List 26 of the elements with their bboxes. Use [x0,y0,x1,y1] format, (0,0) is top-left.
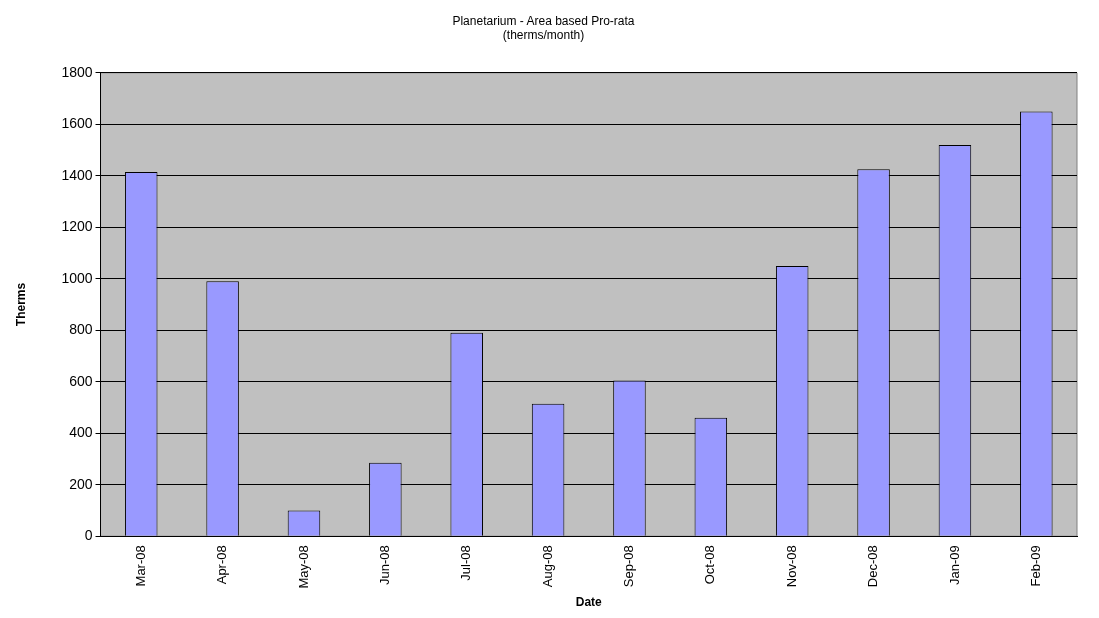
chart-subtitle: (therms/month) [502,27,585,42]
x-tick-label: Feb-09 [1027,545,1043,587]
y-tick-label: 1000 [61,269,93,286]
x-tick-label: Nov-08 [783,545,799,588]
x-axis-title: Date [575,595,603,610]
y-tick-label: 600 [69,372,93,389]
x-tick-label: Sep-08 [621,545,637,588]
x-tick-label: Aug-08 [539,545,555,588]
y-tick-label: 0 [84,527,93,544]
x-tick-label: Dec-08 [865,545,881,588]
y-tick-label: 400 [69,424,93,441]
chart-title: Planetarium - Area based Pro-rata [452,13,635,28]
x-tick-label: Jul-08 [458,545,474,581]
x-tick-label: Oct-08 [702,545,718,585]
y-tick-label: 800 [69,321,93,338]
x-tick-label: Apr-08 [214,545,230,585]
y-tick-label: 1200 [61,218,93,235]
y-tick-label: 1800 [61,63,93,80]
x-tick-label: Jun-08 [376,545,392,585]
y-axis-title: Therms [13,282,28,327]
x-tick-label: May-08 [295,545,311,589]
x-tick-label: Jan-09 [946,545,962,585]
y-tick-label: 200 [69,475,93,492]
y-tick-label: 1600 [61,115,93,132]
y-tick-label: 1400 [61,166,93,183]
x-tick-label: Mar-08 [132,545,148,587]
